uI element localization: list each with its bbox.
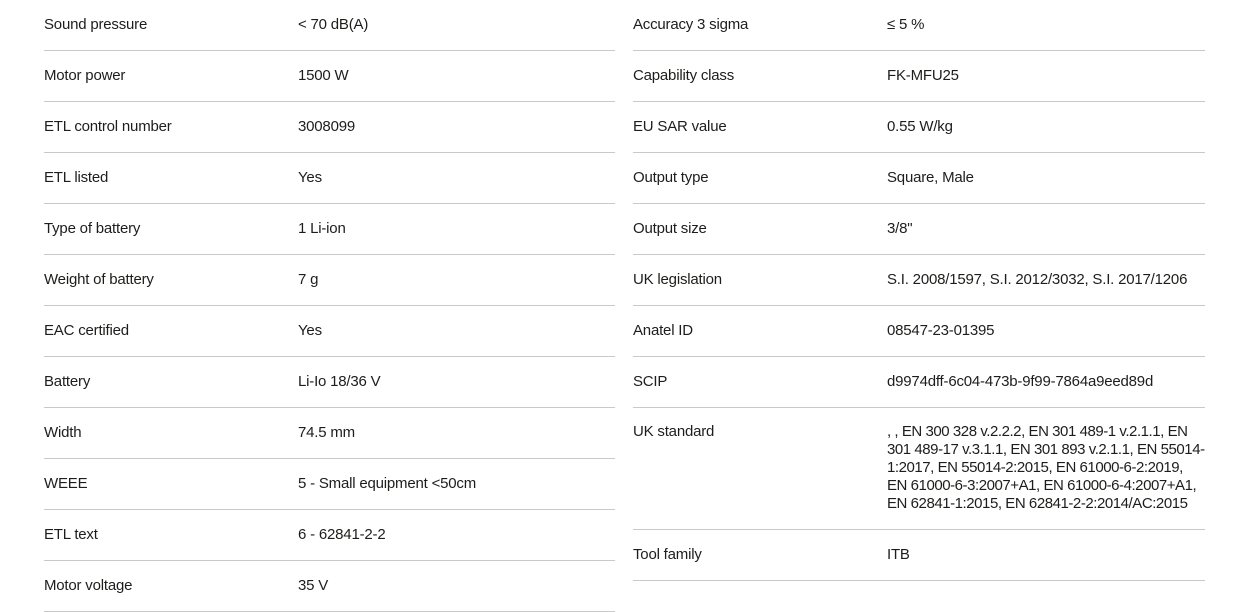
spec-label: ETL text [44,526,98,543]
spec-value: Yes [298,169,322,186]
spec-table-right: Accuracy 3 sigma ≤ 5 % Capability class … [633,0,1205,581]
spec-label: Output type [633,169,709,186]
spec-value: 3/8" [887,220,913,237]
spec-label: Motor power [44,67,126,84]
spec-label: EAC certified [44,322,129,339]
spec-label: Width [44,424,82,441]
spec-value: Li-Io 18/36 V [298,373,381,390]
spec-value: < 70 dB(A) [298,16,369,33]
spec-label: UK legislation [633,271,722,288]
spec-value: S.I. 2008/1597, S.I. 2012/3032, S.I. 201… [887,271,1188,288]
spec-value: ITB [887,546,910,563]
spec-row: UK standard , , EN 300 328 v.2.2.2, EN 3… [633,408,1205,530]
spec-value: d9974dff-6c04-473b-9f99-7864a9eed89d [887,373,1154,390]
spec-label: Sound pressure [44,16,148,33]
spec-label: Battery [44,373,91,390]
spec-row: Sound pressure < 70 dB(A) [44,0,615,51]
spec-value: 74.5 mm [298,424,355,441]
spec-row: Width 74.5 mm [44,408,615,459]
spec-row: Capability class FK-MFU25 [633,51,1205,102]
spec-row: ETL listed Yes [44,153,615,204]
spec-row: EU SAR value 0.55 W/kg [633,102,1205,153]
spec-row: Anatel ID 08547-23-01395 [633,306,1205,357]
spec-value: 0.55 W/kg [887,118,953,135]
spec-label: UK standard [633,423,715,440]
spec-label: Output size [633,220,707,237]
spec-row: Motor power 1500 W [44,51,615,102]
spec-label: Weight of battery [44,271,154,288]
spec-label: ETL control number [44,118,172,135]
spec-row: EAC certified Yes [44,306,615,357]
spec-label: Anatel ID [633,322,693,339]
spec-table-left: Sound pressure < 70 dB(A) Motor power 15… [44,0,615,612]
spec-row: Battery Li-Io 18/36 V [44,357,615,408]
spec-label: Capability class [633,67,735,84]
spec-row: Type of battery 1 Li-ion [44,204,615,255]
spec-row: ETL text 6 - 62841-2-2 [44,510,615,561]
spec-value: , , EN 300 328 v.2.2.2, EN 301 489-1 v.2… [887,423,1205,512]
spec-label: ETL listed [44,169,109,186]
spec-row: SCIP d9974dff-6c04-473b-9f99-7864a9eed89… [633,357,1205,408]
spec-value: ≤ 5 % [887,16,925,33]
spec-row: ETL control number 3008099 [44,102,615,153]
spec-value: 1 Li-ion [298,220,346,237]
spec-value: FK-MFU25 [887,67,959,84]
spec-value: 5 - Small equipment <50cm [298,475,477,492]
spec-row: UK legislation S.I. 2008/1597, S.I. 2012… [633,255,1205,306]
spec-row: Output size 3/8" [633,204,1205,255]
spec-value: Yes [298,322,322,339]
spec-label: Type of battery [44,220,141,237]
spec-row: Weight of battery 7 g [44,255,615,306]
spec-row: Tool family ITB [633,530,1205,581]
spec-label: EU SAR value [633,118,727,135]
spec-label: Motor voltage [44,577,133,594]
spec-label: Accuracy 3 sigma [633,16,749,33]
spec-value: 08547-23-01395 [887,322,995,339]
spec-row: Motor voltage 35 V [44,561,615,612]
spec-value: 7 g [298,271,319,288]
spec-label: WEEE [44,475,88,492]
spec-label: SCIP [633,373,668,390]
spec-value: 1500 W [298,67,349,84]
spec-value: 3008099 [298,118,355,135]
spec-value: Square, Male [887,169,974,186]
spec-value: 6 - 62841-2-2 [298,526,386,543]
spec-row: Output type Square, Male [633,153,1205,204]
spec-row: WEEE 5 - Small equipment <50cm [44,459,615,510]
spec-label: Tool family [633,546,702,563]
spec-row: Accuracy 3 sigma ≤ 5 % [633,0,1205,51]
spec-value: 35 V [298,577,329,594]
